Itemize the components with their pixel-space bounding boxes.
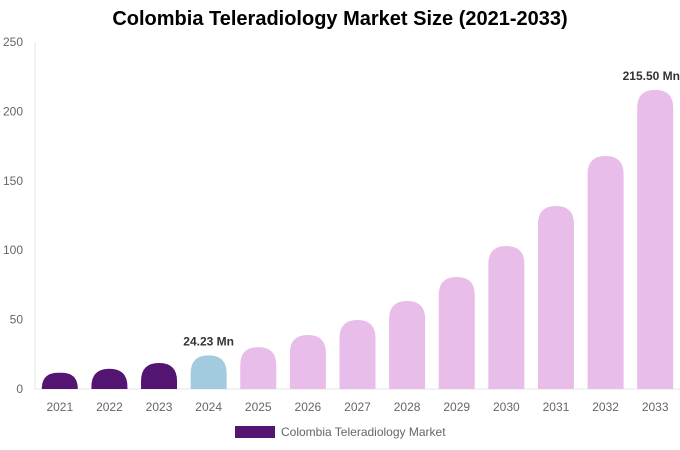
bar-2023 — [141, 363, 178, 389]
legend-swatch — [235, 426, 275, 438]
x-tick-label: 2021 — [46, 400, 73, 414]
y-tick-label: 100 — [3, 243, 23, 257]
x-tick-label: 2025 — [245, 400, 272, 414]
data-label: 24.23 Mn — [183, 334, 234, 348]
x-tick-label: 2026 — [295, 400, 322, 414]
bar-2029 — [438, 276, 475, 389]
x-tick-label: 2030 — [493, 400, 520, 414]
chart-title: Colombia Teleradiology Market Size (2021… — [112, 8, 568, 30]
bar-2028 — [389, 301, 426, 389]
y-tick-label: 150 — [3, 174, 23, 188]
bar-2021 — [41, 372, 78, 389]
x-tick-label: 2028 — [394, 400, 421, 414]
bar-2031 — [537, 206, 574, 389]
data-label: 215.50 Mn — [623, 69, 680, 83]
bar-2030 — [488, 246, 525, 389]
x-tick-label: 2032 — [592, 400, 619, 414]
bar-2033 — [637, 89, 674, 390]
x-tick-label: 2022 — [96, 400, 123, 414]
bar-2025 — [240, 347, 277, 389]
x-tick-label: 2031 — [543, 400, 570, 414]
legend: Colombia Teleradiology Market — [235, 425, 446, 439]
x-tick-label: 2023 — [146, 400, 173, 414]
bar-2022 — [91, 368, 128, 389]
x-tick-label: 2029 — [443, 400, 470, 414]
bar-2024 — [190, 355, 227, 389]
x-tick-label: 2024 — [195, 400, 222, 414]
y-tick-label: 200 — [3, 104, 23, 118]
bar-2032 — [587, 155, 624, 389]
bar-2026 — [289, 335, 326, 389]
x-tick-label: 2027 — [344, 400, 371, 414]
legend-label: Colombia Teleradiology Market — [281, 425, 446, 439]
y-tick-label: 50 — [10, 313, 24, 327]
y-tick-label: 250 — [3, 35, 23, 49]
bar-2027 — [339, 320, 376, 389]
y-tick-label: 0 — [16, 382, 23, 396]
x-tick-label: 2033 — [642, 400, 669, 414]
